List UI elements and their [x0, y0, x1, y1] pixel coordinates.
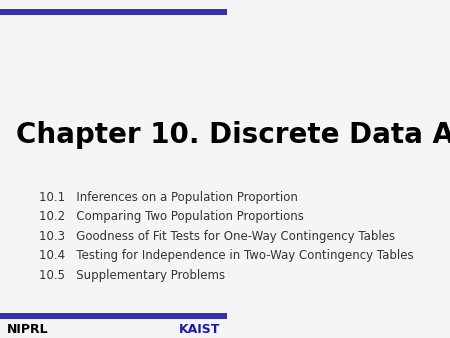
- Text: NIPRL: NIPRL: [7, 323, 49, 336]
- FancyBboxPatch shape: [0, 313, 227, 319]
- Text: 10.1   Inferences on a Population Proportion: 10.1 Inferences on a Population Proporti…: [39, 191, 297, 204]
- Text: KAIST: KAIST: [179, 323, 220, 336]
- Text: 10.4   Testing for Independence in Two-Way Contingency Tables: 10.4 Testing for Independence in Two-Way…: [39, 249, 413, 262]
- Text: 10.3   Goodness of Fit Tests for One-Way Contingency Tables: 10.3 Goodness of Fit Tests for One-Way C…: [39, 230, 395, 243]
- Text: 10.5   Supplementary Problems: 10.5 Supplementary Problems: [39, 269, 225, 282]
- Text: Chapter 10. Discrete Data Analysis: Chapter 10. Discrete Data Analysis: [16, 121, 450, 149]
- Text: 10.2   Comparing Two Population Proportions: 10.2 Comparing Two Population Proportion…: [39, 210, 304, 223]
- FancyBboxPatch shape: [0, 9, 227, 15]
